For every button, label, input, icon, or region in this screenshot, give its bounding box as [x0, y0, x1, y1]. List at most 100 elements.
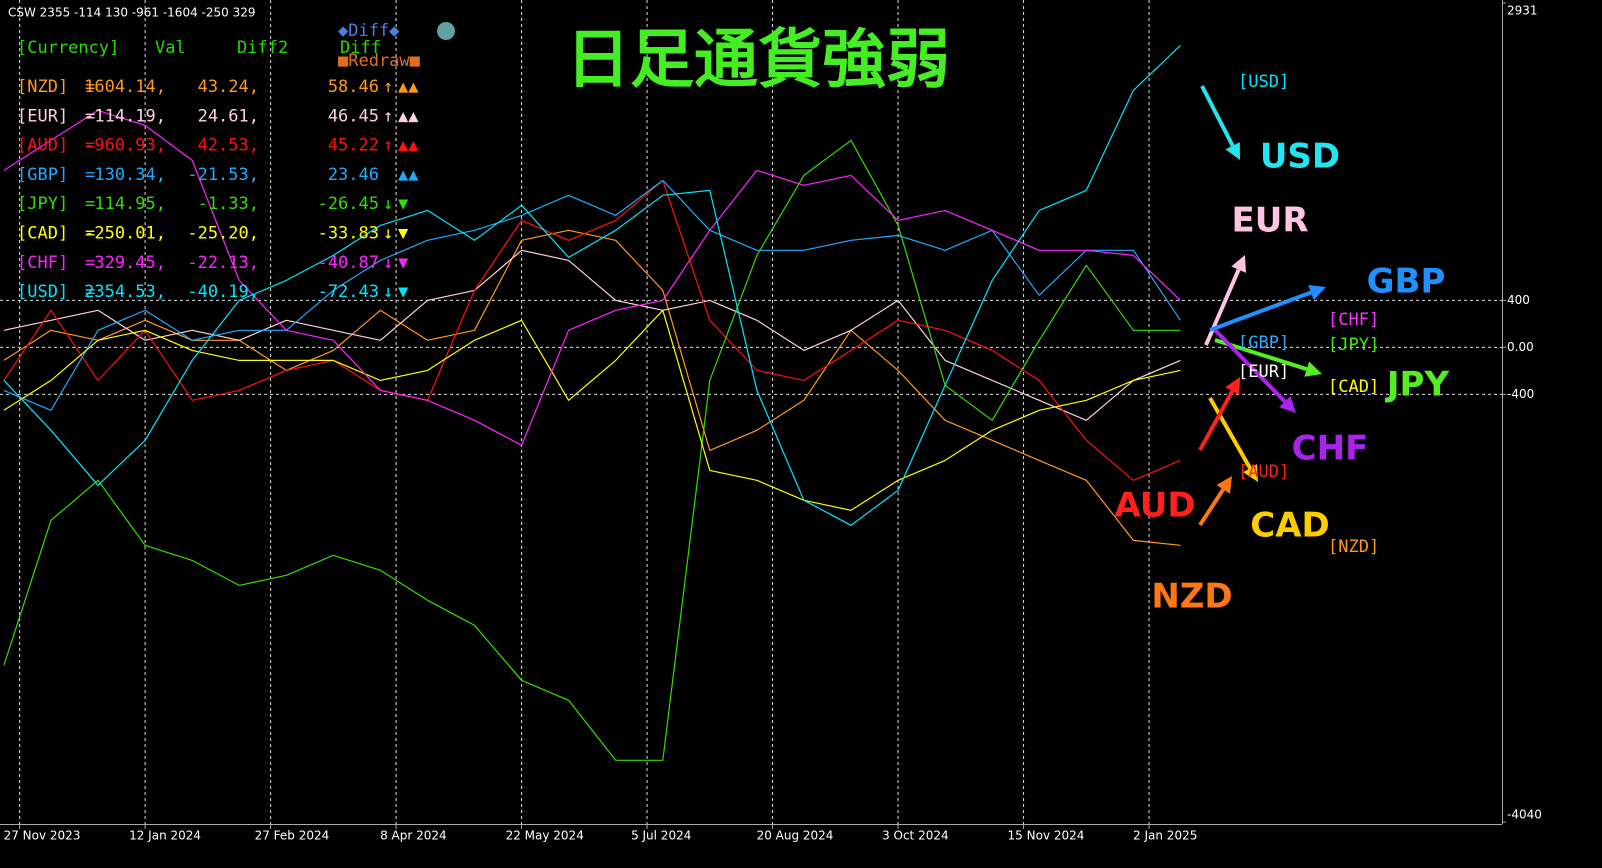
diff: 58.46 [328, 77, 379, 97]
panel-header: Val [155, 38, 186, 58]
direction: ↑ [383, 77, 393, 97]
currency-annotation: JPY [1385, 365, 1450, 405]
marks: ▼ [398, 253, 409, 273]
arrow-shaft [1198, 488, 1225, 527]
equals: = [85, 106, 95, 126]
val: -960.93, [84, 136, 166, 156]
series-line [3, 44, 1181, 526]
diff2: -21.53, [187, 165, 259, 185]
x-tick-label: 20 Aug 2024 [757, 829, 834, 843]
diff2: -40.19, [187, 282, 259, 302]
series-line [3, 109, 1181, 446]
currency-name: [JPY] [17, 194, 68, 214]
panel-header: Diff2 [237, 38, 288, 58]
currency-tag: [JPY] [1328, 335, 1379, 355]
panel: [Currency] Val Diff2 Diff [NZD] = 1604.14, 43.2… [17, 38, 419, 302]
x-tick-label: 12 Jan 2024 [129, 829, 201, 843]
lines [3, 44, 1181, 761]
currency-name: [EUR] [17, 106, 68, 126]
x-tick-label: 2 Jan 2025 [1133, 829, 1197, 843]
currency-tag: [CHF] [1328, 310, 1379, 330]
equals: = [85, 136, 95, 156]
x-tick-label: 8 Apr 2024 [380, 829, 447, 843]
diff-button[interactable]: ◆Diff◆ [338, 21, 400, 41]
x-tick-label: 3 Oct 2024 [882, 829, 949, 843]
currency-annotation: NZD [1151, 577, 1232, 617]
panel-header: Diff [340, 38, 381, 58]
diff: 45.22 [328, 136, 379, 156]
grid [0, 0, 1506, 829]
marks: ▲▲ [398, 106, 419, 126]
currency-annotation: CHF [1292, 429, 1369, 469]
equals: = [85, 224, 95, 244]
y-tick-label: 2931 [1507, 4, 1538, 18]
diff2: 43.24, [198, 77, 259, 97]
chart-header: CSW 2355 -114 130 -961 -1604 -250 329 [8, 6, 255, 20]
x-tick-label: 5 Jul 2024 [631, 829, 691, 843]
arrow-shaft [1208, 397, 1252, 470]
marks: ▲▲ [398, 136, 419, 156]
val: 114.95, [94, 194, 166, 214]
currency-tag: [CAD] [1328, 377, 1379, 397]
currency-tag: [EUR] [1238, 362, 1289, 382]
currency-name: [GBP] [17, 165, 68, 185]
arrow-head [1243, 464, 1258, 482]
arrow-head [1308, 285, 1326, 301]
diff2: 24.61, [198, 106, 259, 126]
currency-annotation: AUD [1114, 486, 1195, 526]
currency-name: [USD] [17, 282, 68, 302]
marks: ▲▲ [398, 77, 419, 97]
series-line [3, 179, 1181, 481]
val: -114.19, [84, 106, 166, 126]
arrow-head [1216, 476, 1232, 494]
redraw-button[interactable]: ■Redraw■ [338, 51, 421, 71]
direction: ↓ [383, 224, 393, 244]
diff: -26.45 [318, 194, 379, 214]
x-tick-label: 22 May 2024 [506, 829, 584, 843]
arrow-shaft [1213, 328, 1287, 403]
series-line [3, 179, 1181, 411]
equals: = [85, 165, 95, 185]
val: 130.34, [94, 165, 166, 185]
diff: 23.46 [328, 165, 379, 185]
diff2: -1.33, [198, 194, 259, 214]
x-tick-label: 15 Nov 2024 [1008, 829, 1085, 843]
y-tick-label: 0.00 [1507, 340, 1534, 354]
currency-tag: [AUD] [1238, 462, 1289, 482]
val: 329.45, [94, 253, 166, 273]
currency-tag: [NZD] [1328, 537, 1379, 557]
annotations: USD EUR GBP JPY CHF CAD AUD NZD [USD] [CHF] [JPY] [… [1114, 72, 1449, 617]
series-line [3, 249, 1181, 421]
currency-name: [CAD] [17, 224, 68, 244]
currency-name: [AUD] [17, 136, 68, 156]
panel-header: [Currency] [17, 38, 119, 58]
marks: ▼ [398, 194, 409, 214]
y-tick-label: 400 [1507, 293, 1530, 307]
arrow-shaft [1198, 390, 1235, 451]
overlay-title: 日足通貨強弱 [566, 24, 950, 98]
diff: 46.45 [328, 106, 379, 126]
arrow-head [1225, 377, 1240, 395]
diff: -40.87 [318, 253, 379, 273]
currency-annotation: CAD [1250, 506, 1330, 546]
arrow-head [1304, 361, 1322, 377]
currency-name: [NZD] [17, 77, 68, 97]
diff2: -22.13, [187, 253, 259, 273]
marks: ▲▲ [398, 165, 419, 185]
overlay: CSW 2355 -114 130 -961 -1604 -250 329 日足… [8, 6, 950, 98]
y-tick-label: -400 [1507, 387, 1534, 401]
arrow-shaft [1200, 85, 1235, 147]
direction: ↑ [383, 106, 393, 126]
arrow-head [1225, 142, 1240, 160]
val: 1604.14, [84, 77, 166, 97]
arrow-shaft [1204, 268, 1241, 346]
y-tick-label: -4040 [1507, 808, 1542, 822]
currency-annotation: EUR [1231, 201, 1308, 241]
currency-tag: [USD] [1238, 72, 1289, 92]
val: 2354.53, [84, 282, 166, 302]
direction: ↑ [383, 136, 393, 156]
equals: = [85, 194, 95, 214]
